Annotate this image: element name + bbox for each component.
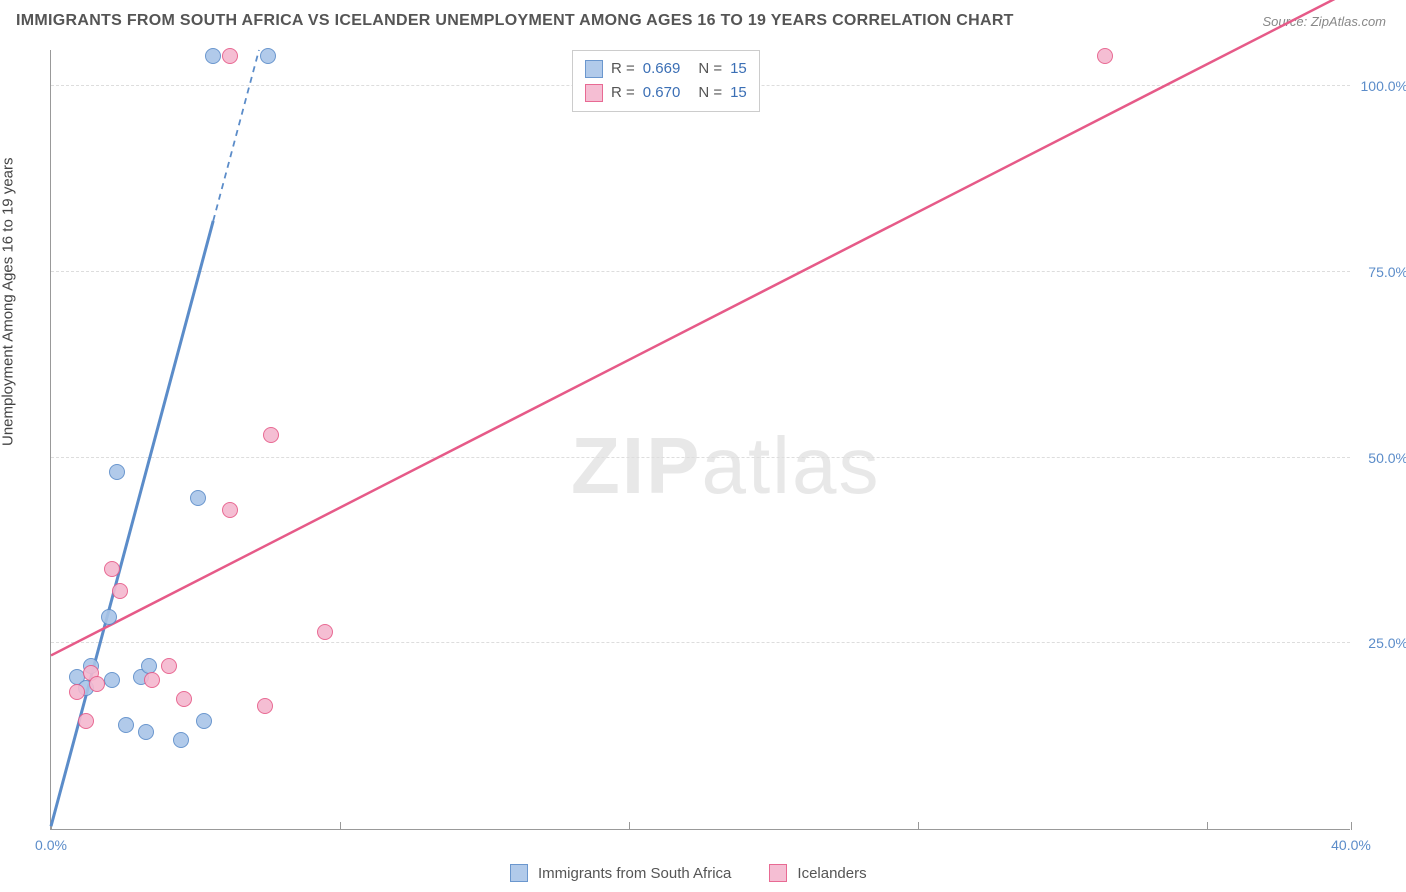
data-point-sa	[118, 717, 134, 733]
legend-r-value: 0.669	[643, 57, 681, 81]
series-legend: Immigrants from South Africa Icelanders	[510, 864, 895, 882]
legend-swatch-ice	[585, 84, 603, 102]
y-tick-label: 25.0%	[1368, 635, 1406, 651]
y-tick-label: 75.0%	[1368, 264, 1406, 280]
x-tick-label: 40.0%	[1331, 837, 1371, 853]
correlation-legend: R = 0.669 N = 15 R = 0.670 N = 15	[572, 50, 760, 112]
legend-r-label: R =	[611, 81, 635, 105]
data-point-sa	[141, 658, 157, 674]
data-point-ice	[144, 672, 160, 688]
data-point-ice	[257, 698, 273, 714]
legend-label-sa: Immigrants from South Africa	[538, 865, 731, 882]
y-axis-label: Unemployment Among Ages 16 to 19 years	[0, 157, 17, 446]
legend-swatch-sa	[510, 864, 528, 882]
trend-line-sa	[51, 221, 213, 826]
data-point-sa	[138, 724, 154, 740]
data-point-sa	[205, 48, 221, 64]
legend-r-label: R =	[611, 57, 635, 81]
data-point-ice	[317, 624, 333, 640]
trend-lines	[51, 50, 1351, 830]
trend-line-dash-sa	[213, 50, 259, 221]
data-point-ice	[69, 684, 85, 700]
legend-swatch-sa	[585, 60, 603, 78]
data-point-ice	[89, 676, 105, 692]
y-tick-label: 100.0%	[1361, 78, 1406, 94]
legend-n-label: N =	[698, 81, 722, 105]
legend-n-value: 15	[730, 81, 747, 105]
data-point-sa	[109, 464, 125, 480]
data-point-sa	[104, 672, 120, 688]
data-point-sa	[190, 490, 206, 506]
x-tick	[1351, 822, 1352, 830]
data-point-ice	[104, 561, 120, 577]
data-point-ice	[1097, 48, 1113, 64]
data-point-ice	[222, 48, 238, 64]
legend-row-ice: R = 0.670 N = 15	[585, 81, 747, 105]
scatter-plot-area: ZIPatlas 25.0%50.0%75.0%100.0%0.0%40.0%	[50, 50, 1350, 830]
y-tick-label: 50.0%	[1368, 450, 1406, 466]
data-point-sa	[260, 48, 276, 64]
legend-n-label: N =	[698, 57, 722, 81]
data-point-ice	[78, 713, 94, 729]
data-point-ice	[222, 502, 238, 518]
data-point-ice	[263, 427, 279, 443]
data-point-sa	[173, 732, 189, 748]
legend-r-value: 0.670	[643, 81, 681, 105]
data-point-ice	[112, 583, 128, 599]
data-point-ice	[176, 691, 192, 707]
legend-n-value: 15	[730, 57, 747, 81]
chart-title: IMMIGRANTS FROM SOUTH AFRICA VS ICELANDE…	[16, 12, 1014, 30]
data-point-sa	[101, 609, 117, 625]
x-tick-label: 0.0%	[35, 837, 67, 853]
legend-swatch-ice	[769, 864, 787, 882]
legend-label-ice: Icelanders	[797, 865, 866, 882]
legend-row-sa: R = 0.669 N = 15	[585, 57, 747, 81]
data-point-sa	[196, 713, 212, 729]
data-point-ice	[161, 658, 177, 674]
